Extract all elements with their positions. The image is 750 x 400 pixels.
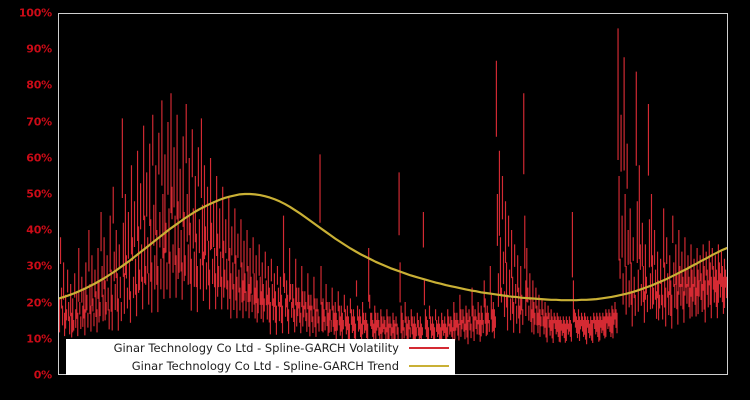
legend-label-trend: Ginar Technology Co Ltd - Spline-GARCH T… [131,359,399,373]
y-tick-label: 0% [33,368,52,382]
legend-entry-volatility: Ginar Technology Co Ltd - Spline-GARCH V… [66,339,455,357]
y-tick-label: 60% [26,151,52,165]
trend-series [59,192,727,302]
line-swatch-trend [409,365,449,367]
chart-legend: Ginar Technology Co Ltd - Spline-GARCH V… [66,339,455,375]
series-svg [59,28,727,349]
y-tick-label: 90% [26,42,52,56]
legend-entry-trend: Ginar Technology Co Ltd - Spline-GARCH T… [66,357,455,375]
volatility-series [59,28,727,349]
y-tick-label: 50% [26,187,52,201]
y-tick-label: 30% [26,259,52,273]
y-tick-label: 10% [26,332,52,346]
line-swatch-volatility [409,347,449,349]
y-tick-label: 40% [26,223,52,237]
y-tick-label: 80% [26,78,52,92]
y-tick-label: 20% [26,296,52,310]
y-tick-label: 70% [26,115,52,129]
y-tick-label: 100% [18,6,52,20]
volatility-path [59,28,727,349]
y-axis: 0% 10% 20% 30% 40% 50% 60% 70% 80% 90% 100% [0,0,58,400]
plot-area [58,13,728,375]
legend-label-volatility: Ginar Technology Co Ltd - Spline-GARCH V… [113,341,399,355]
